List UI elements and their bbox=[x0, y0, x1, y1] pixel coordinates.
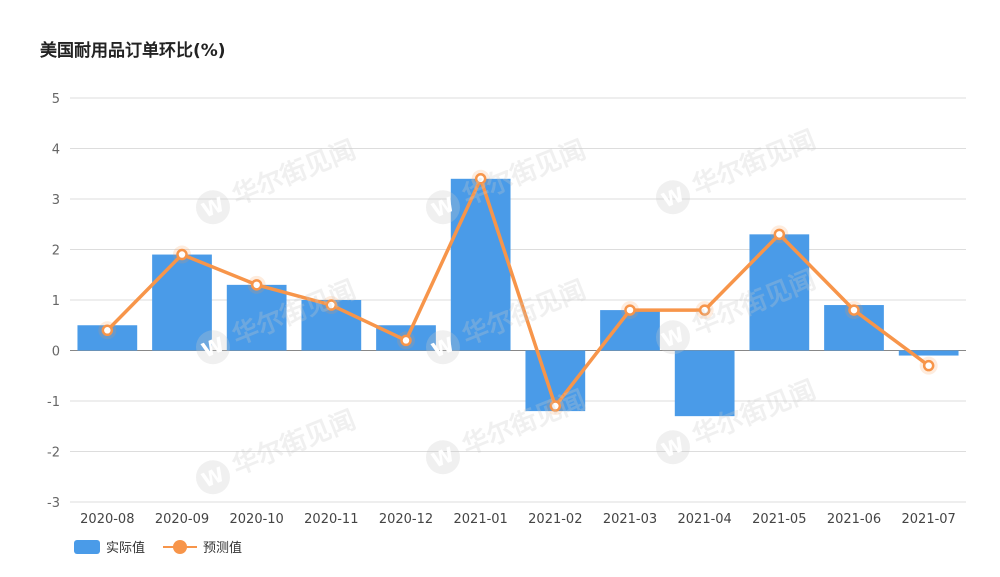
y-tick-label: 5 bbox=[52, 92, 60, 107]
x-tick-label: 2020-10 bbox=[230, 512, 284, 527]
forecast-point-2021-03[interactable] bbox=[624, 304, 636, 316]
x-tick-label: 2021-06 bbox=[827, 512, 881, 527]
bar-actual-2021-04[interactable] bbox=[674, 350, 735, 417]
forecast-point-2021-02[interactable] bbox=[549, 400, 562, 412]
x-axis-labels: 2020-08 2020-09 2020-10 2020-11 2020-12 2021-… bbox=[80, 512, 956, 527]
legend-item-actual[interactable]: 实际值 bbox=[74, 537, 145, 556]
forecast-point-2021-06[interactable] bbox=[848, 304, 860, 316]
bar-actual-2021-03[interactable] bbox=[600, 310, 660, 351]
legend-swatch-forecast bbox=[163, 539, 198, 554]
grid-layer bbox=[70, 97, 966, 503]
bar-actual-2020-10[interactable] bbox=[226, 284, 287, 351]
bar-actual-2021-01[interactable] bbox=[450, 178, 511, 351]
x-tick-label: 2021-02 bbox=[528, 512, 582, 527]
legend-swatch-actual bbox=[74, 539, 100, 554]
y-tick-label: -3 bbox=[47, 496, 60, 511]
x-tick-label: 2021-03 bbox=[603, 512, 657, 527]
y-tick-label: 0 bbox=[52, 345, 60, 360]
y-tick-label: 3 bbox=[52, 193, 60, 208]
y-tick-label: -2 bbox=[47, 446, 60, 461]
x-tick-label: 2021-04 bbox=[678, 512, 732, 527]
chart-title: 美国耐用品订单环比(%) bbox=[40, 41, 226, 61]
forecast-point-2021-07[interactable] bbox=[922, 359, 935, 372]
bar-actual-2020-09[interactable] bbox=[152, 254, 212, 351]
x-tick-label: 2020-08 bbox=[80, 512, 134, 527]
forecast-point-2020-11[interactable] bbox=[325, 299, 338, 311]
x-tick-label: 2021-05 bbox=[752, 512, 806, 527]
x-tick-label: 2020-09 bbox=[155, 512, 209, 527]
forecast-point-2020-09[interactable] bbox=[176, 248, 188, 261]
x-tick-label: 2021-07 bbox=[902, 512, 956, 527]
x-tick-label: 2021-01 bbox=[454, 512, 508, 527]
y-tick-label: 4 bbox=[52, 143, 60, 158]
forecast-point-2020-08[interactable] bbox=[101, 324, 114, 337]
y-tick-label: -1 bbox=[47, 395, 60, 410]
forecast-point-2020-12[interactable] bbox=[400, 334, 412, 347]
forecast-point-2020-10[interactable] bbox=[250, 279, 263, 291]
forecast-point-2021-01[interactable] bbox=[474, 173, 487, 185]
legend-label-actual: 实际值 bbox=[106, 541, 146, 556]
forecast-point-2021-04[interactable] bbox=[698, 304, 711, 316]
legend-label-forecast: 预测值 bbox=[203, 541, 243, 556]
x-tick-label: 2020-12 bbox=[379, 512, 433, 527]
x-tick-label: 2020-11 bbox=[304, 512, 358, 527]
line-layer bbox=[98, 169, 938, 416]
y-tick-label: 1 bbox=[52, 294, 60, 309]
forecast-point-2021-05[interactable] bbox=[773, 228, 786, 241]
forecast-line bbox=[106, 177, 930, 408]
bar-actual-2021-07[interactable] bbox=[898, 350, 959, 356]
legend: 实际值 预测值 bbox=[74, 537, 260, 556]
y-tick-label: 2 bbox=[52, 244, 60, 259]
y-axis-labels: 5 4 3 2 1 0 -1 -2 -3 bbox=[47, 92, 60, 511]
legend-item-forecast[interactable]: 预测值 bbox=[163, 537, 242, 556]
